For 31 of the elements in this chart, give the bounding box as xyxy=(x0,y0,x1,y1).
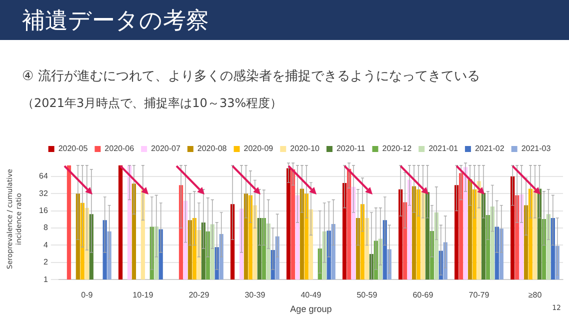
y-tick-label: 32 xyxy=(38,188,48,198)
y-tick-label: 1 xyxy=(43,274,48,284)
x-tick-label: 70-79 xyxy=(468,290,490,300)
legend-label: 2020-10 xyxy=(290,144,320,154)
legend-label: 2020-08 xyxy=(197,144,228,154)
x-tick-label: ≥80 xyxy=(528,290,542,300)
y-tick-label: 16 xyxy=(38,206,48,216)
chart-subtitle: ④ 流行が進むにつれて、より多くの感染者を捕捉できるようになってきている xyxy=(22,68,480,85)
y-tick-label: 64 xyxy=(38,172,48,181)
y-tick-label: 4 xyxy=(43,240,48,250)
x-tick-label: 40-49 xyxy=(300,290,322,300)
legend-label: 2021-01 xyxy=(428,144,459,154)
legend-label: 2020-07 xyxy=(151,144,181,154)
chart-title: 補遺データの考察 xyxy=(22,7,209,36)
y-tick-label: 2 xyxy=(43,258,48,267)
legend-label: 2020-09 xyxy=(244,144,274,154)
x-tick-label: 20-29 xyxy=(188,290,210,300)
legend-label: 2020-06 xyxy=(104,144,135,154)
x-tick-label: 60-69 xyxy=(412,290,434,300)
text: （2021年3月時点で、捕捉率は10～33%程度） xyxy=(22,95,282,112)
legend-label: 2021-03 xyxy=(521,144,552,154)
x-tick-label: 30-39 xyxy=(244,290,266,300)
legend-label: 2020-05 xyxy=(58,144,88,154)
y-tick-label: 8 xyxy=(43,223,48,232)
x-tick-label: 50-59 xyxy=(356,290,378,300)
x-tick-label: 0-9 xyxy=(81,290,94,300)
legend-label: 2020-12 xyxy=(382,144,412,154)
x-tick-label: 10-19 xyxy=(132,290,154,300)
x-axis-title: Age group xyxy=(290,304,332,314)
legend-label: 2020-11 xyxy=(336,144,366,154)
legend-label: 2021-02 xyxy=(474,144,505,154)
